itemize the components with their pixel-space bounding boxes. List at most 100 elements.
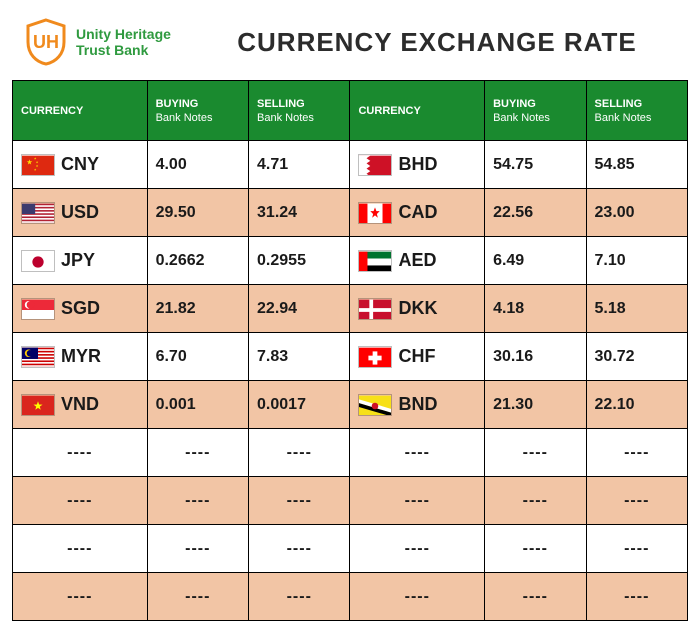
- rate-cell: 22.10: [586, 381, 687, 429]
- currency-cell: CAD: [350, 189, 485, 237]
- flag-icon: [358, 202, 392, 224]
- rate-cell: 4.00: [147, 141, 248, 189]
- rate-cell: 22.56: [485, 189, 586, 237]
- currency-code: BND: [398, 394, 437, 415]
- empty-cell: ----: [485, 477, 586, 525]
- col-currency-left: CURRENCY: [13, 81, 148, 141]
- currency-cell: CNY: [13, 141, 148, 189]
- rate-cell: 21.30: [485, 381, 586, 429]
- currency-cell: BHD: [350, 141, 485, 189]
- empty-cell: ----: [147, 429, 248, 477]
- empty-cell: ----: [350, 429, 485, 477]
- rate-cell: 0.001: [147, 381, 248, 429]
- table-row: ------------------------: [13, 477, 688, 525]
- empty-cell: ----: [147, 573, 248, 621]
- empty-cell: ----: [249, 525, 350, 573]
- table-row: ------------------------: [13, 525, 688, 573]
- table-row: JPY0.26620.2955AED6.497.10: [13, 237, 688, 285]
- currency-cell: USD: [13, 189, 148, 237]
- empty-cell: ----: [586, 525, 687, 573]
- rate-cell: 0.2955: [249, 237, 350, 285]
- currency-cell: AED: [350, 237, 485, 285]
- col-currency-right: CURRENCY: [350, 81, 485, 141]
- col-selling-right: SELLINGBank Notes: [586, 81, 687, 141]
- currency-cell: CHF: [350, 333, 485, 381]
- empty-cell: ----: [13, 429, 148, 477]
- brand-line2: Trust Bank: [76, 42, 171, 58]
- brand-name: Unity Heritage Trust Bank: [76, 26, 171, 58]
- currency-code: CAD: [398, 202, 437, 223]
- empty-cell: ----: [249, 477, 350, 525]
- flag-icon: [21, 346, 55, 368]
- col-buying-right: BUYINGBank Notes: [485, 81, 586, 141]
- currency-cell: BND: [350, 381, 485, 429]
- rate-cell: 0.0017: [249, 381, 350, 429]
- currency-cell: DKK: [350, 285, 485, 333]
- empty-cell: ----: [485, 429, 586, 477]
- header: UH Unity Heritage Trust Bank CURRENCY EX…: [0, 0, 700, 80]
- rate-cell: 7.83: [249, 333, 350, 381]
- table-row: ------------------------: [13, 429, 688, 477]
- rate-cell: 29.50: [147, 189, 248, 237]
- rate-cell: 30.72: [586, 333, 687, 381]
- flag-icon: [21, 154, 55, 176]
- rate-cell: 5.18: [586, 285, 687, 333]
- currency-code: AED: [398, 250, 436, 271]
- brand-logo: UH Unity Heritage Trust Bank: [24, 18, 234, 66]
- rate-cell: 21.82: [147, 285, 248, 333]
- rate-cell: 22.94: [249, 285, 350, 333]
- empty-cell: ----: [249, 573, 350, 621]
- empty-cell: ----: [485, 573, 586, 621]
- currency-cell: SGD: [13, 285, 148, 333]
- currency-code: DKK: [398, 298, 437, 319]
- table-row: SGD 21.8222.94 DKK 4.185.18: [13, 285, 688, 333]
- table-row: CNY4.004.71BHD54.7554.85: [13, 141, 688, 189]
- currency-code: VND: [61, 394, 99, 415]
- table-row: VND 0.0010.0017 BND 21.3022.10: [13, 381, 688, 429]
- flag-icon: [358, 394, 392, 416]
- rate-cell: 54.75: [485, 141, 586, 189]
- currency-code: BHD: [398, 154, 437, 175]
- page-title: CURRENCY EXCHANGE RATE: [234, 27, 680, 58]
- flag-icon: [21, 394, 55, 416]
- flag-icon: [21, 298, 55, 320]
- svg-text:UH: UH: [33, 32, 59, 52]
- rate-cell: 30.16: [485, 333, 586, 381]
- rate-table-wrap: CURRENCY BUYINGBank Notes SELLINGBank No…: [0, 80, 700, 629]
- col-buying-left: BUYINGBank Notes: [147, 81, 248, 141]
- currency-code: USD: [61, 202, 99, 223]
- empty-cell: ----: [13, 573, 148, 621]
- logo-shield-icon: UH: [24, 18, 68, 66]
- flag-icon: [21, 202, 55, 224]
- currency-code: SGD: [61, 298, 100, 319]
- rate-cell: 4.18: [485, 285, 586, 333]
- rate-cell: 4.71: [249, 141, 350, 189]
- empty-cell: ----: [350, 525, 485, 573]
- empty-cell: ----: [485, 525, 586, 573]
- rate-cell: 31.24: [249, 189, 350, 237]
- flag-icon: [21, 250, 55, 272]
- empty-cell: ----: [249, 429, 350, 477]
- empty-cell: ----: [586, 477, 687, 525]
- currency-code: CNY: [61, 154, 99, 175]
- rate-cell: 6.70: [147, 333, 248, 381]
- currency-code: MYR: [61, 346, 101, 367]
- empty-cell: ----: [586, 429, 687, 477]
- table-row: USD 29.5031.24 CAD 22.5623.00: [13, 189, 688, 237]
- empty-cell: ----: [147, 525, 248, 573]
- empty-cell: ----: [147, 477, 248, 525]
- currency-code: CHF: [398, 346, 435, 367]
- empty-cell: ----: [13, 477, 148, 525]
- rate-cell: 23.00: [586, 189, 687, 237]
- col-selling-left: SELLINGBank Notes: [249, 81, 350, 141]
- flag-icon: [358, 346, 392, 368]
- flag-icon: [358, 298, 392, 320]
- brand-line1: Unity Heritage: [76, 26, 171, 42]
- flag-icon: [358, 250, 392, 272]
- empty-cell: ----: [350, 573, 485, 621]
- currency-code: JPY: [61, 250, 95, 271]
- currency-cell: VND: [13, 381, 148, 429]
- currency-cell: MYR: [13, 333, 148, 381]
- rate-cell: 6.49: [485, 237, 586, 285]
- table-header-row: CURRENCY BUYINGBank Notes SELLINGBank No…: [13, 81, 688, 141]
